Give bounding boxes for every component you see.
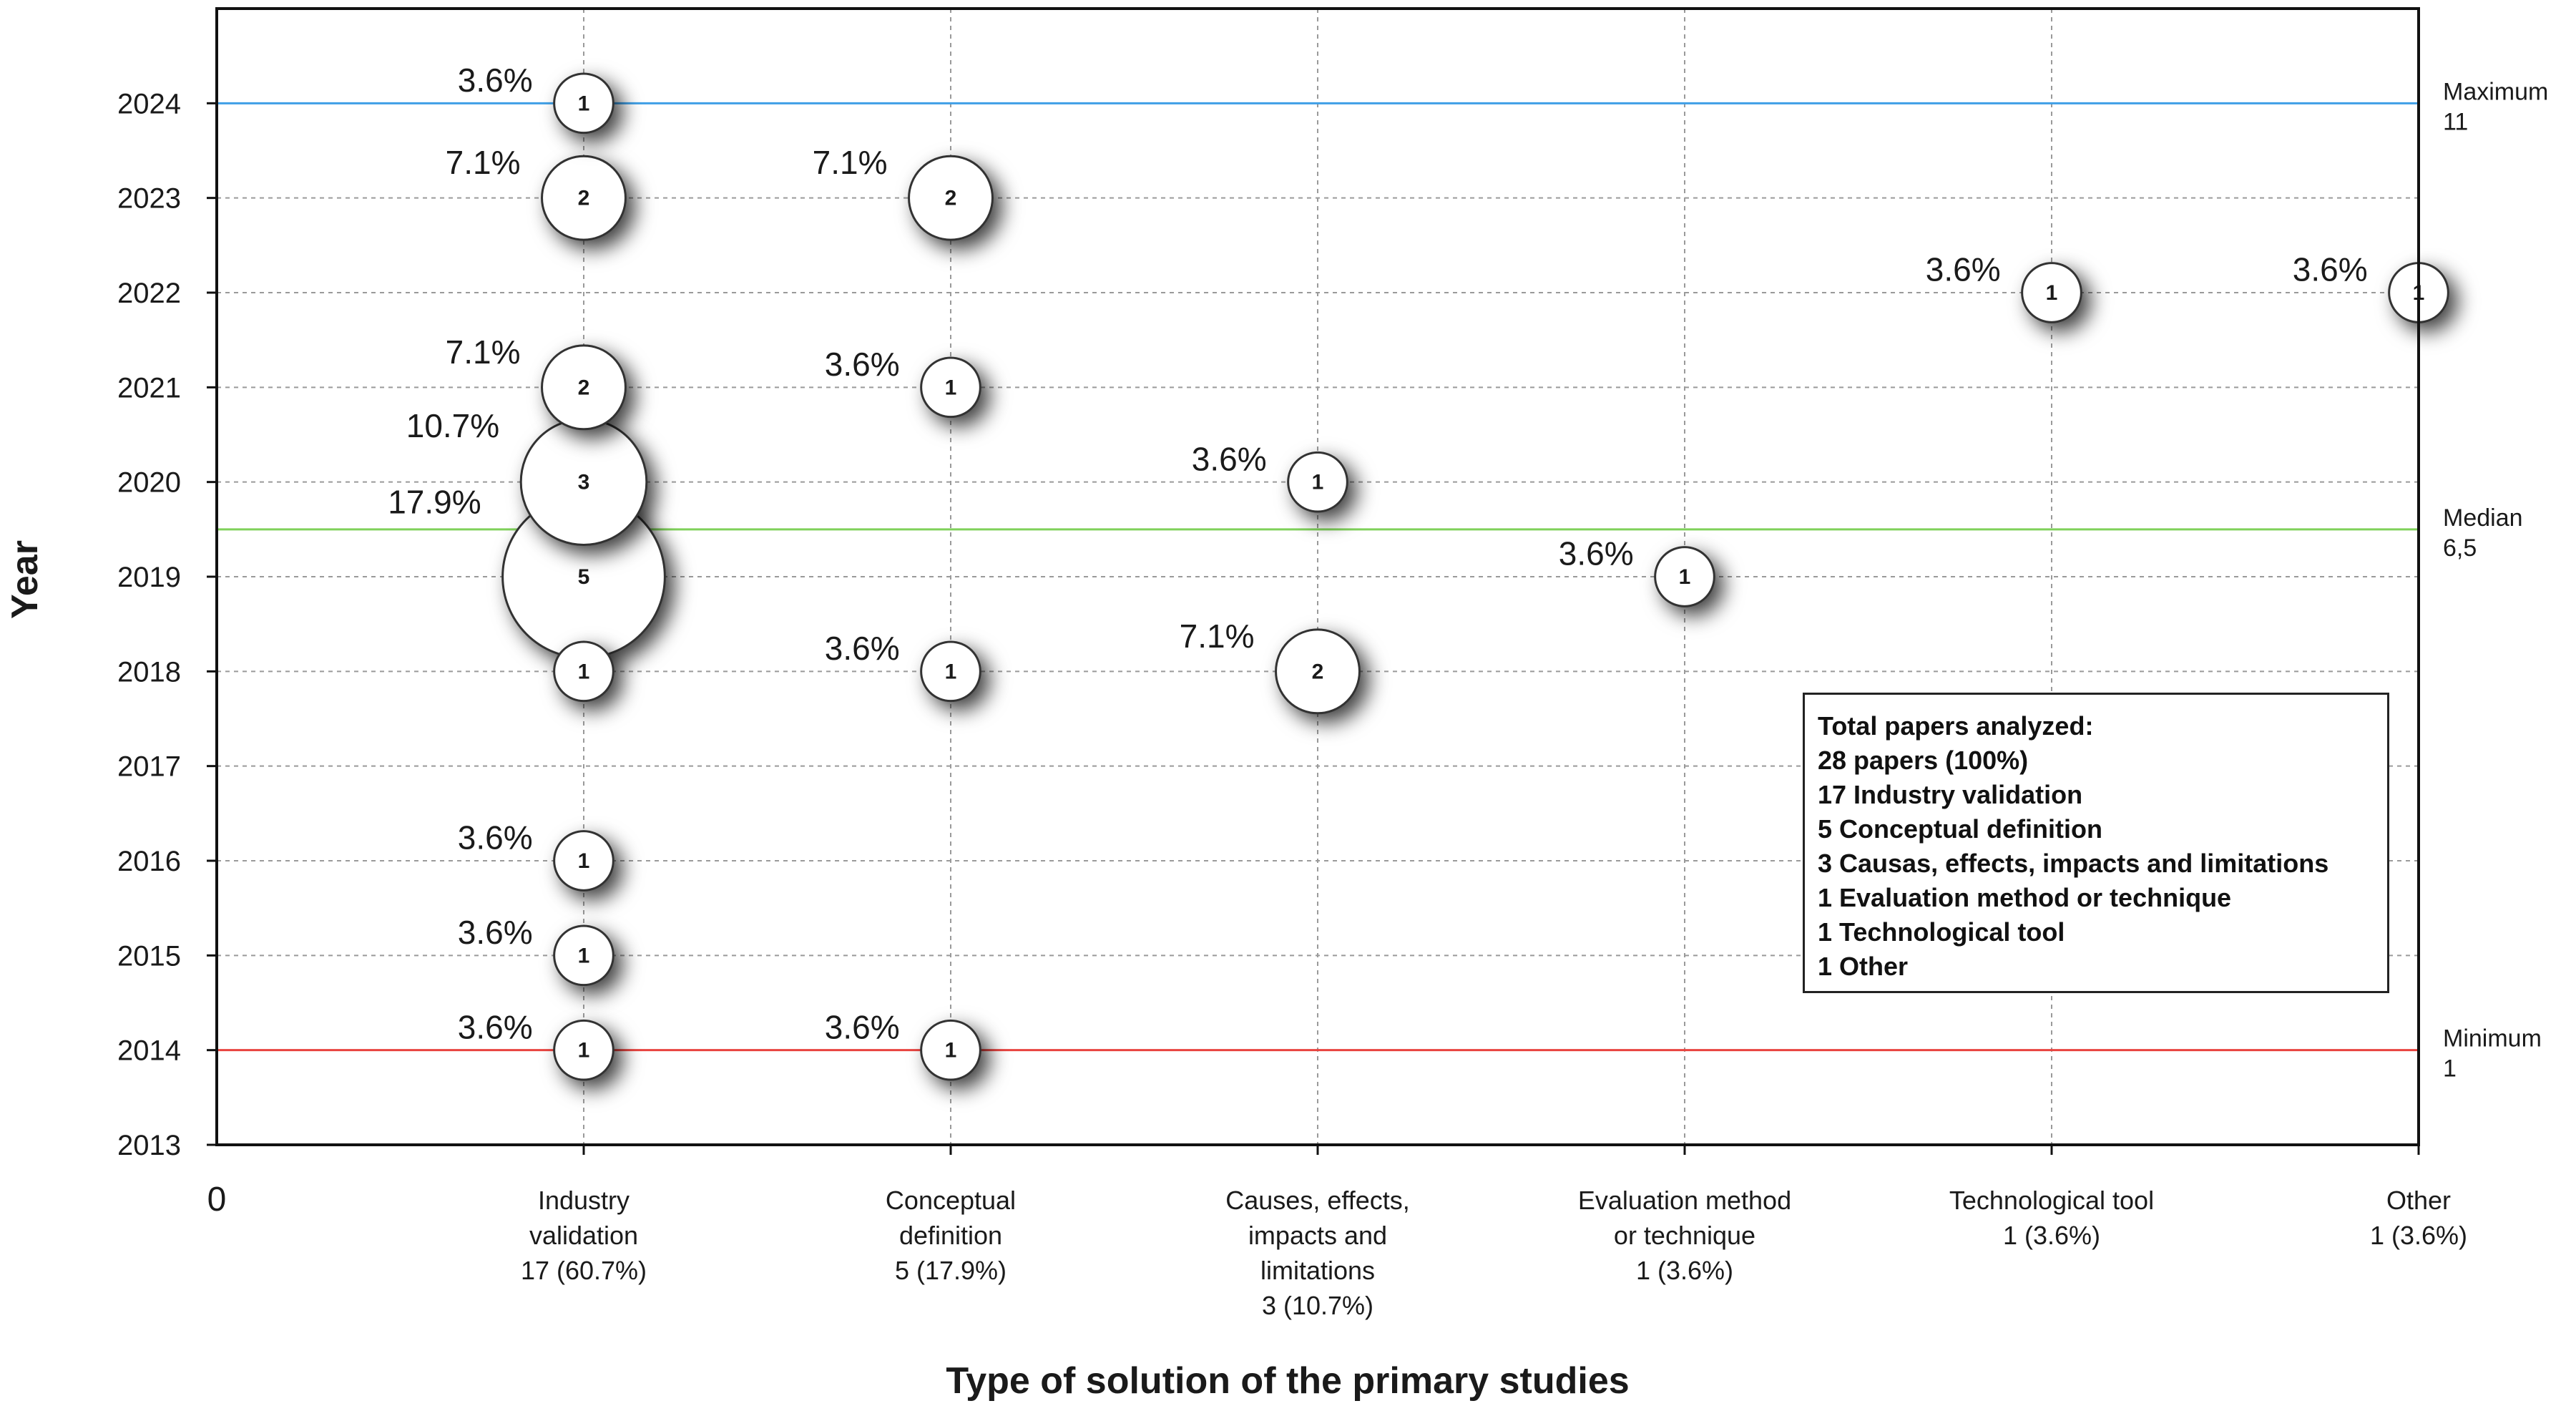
bubble [553,830,614,892]
y-tick-label: 2015 [117,940,181,972]
bubble-percent-label: 7.1% [1180,617,1255,655]
bubble [1275,628,1361,715]
bubble [1654,546,1715,607]
x-category-label: or technique [1614,1221,1755,1250]
y-axis-title: Year [4,540,46,619]
bubble-percent-label: 3.6% [458,914,533,951]
bubble-percent-label: 3.6% [1926,251,2001,288]
y-tick-label: 2022 [117,278,181,309]
bubble [553,640,614,703]
bubble-percent-label: 3.6% [458,62,533,99]
legend-line: 1 Other [1818,952,1909,981]
bubble-count-label: 1 [2046,281,2058,305]
legend-line: 5 Conceptual definition [1818,814,2103,844]
bubble-count-label: 1 [945,1039,957,1063]
x-category-label: 1 (3.6%) [2003,1221,2100,1250]
bubble [541,155,627,241]
bubble-count-label: 1 [1312,471,1324,494]
legend-line: 1 Technological tool [1818,917,2065,947]
y-tick-label: 2018 [117,656,181,688]
x-category-label: 1 (3.6%) [2370,1221,2467,1250]
bubble-percent-label: 3.6% [825,630,900,667]
x-category-label: validation [529,1221,638,1250]
bubble-percent-label: 10.7% [406,407,499,444]
y-tick-label: 2013 [117,1130,181,1161]
bubble-count-label: 1 [578,1039,590,1063]
y-tick-label: 2017 [117,751,181,783]
reference-line-name: Minimum [2443,1025,2542,1053]
bubble-count-label: 1 [578,944,590,967]
y-tick-label: 2020 [117,467,181,499]
reference-line-name: Maximum [2443,78,2548,105]
x-origin-label: 0 [207,1181,227,1219]
reference-line-value: 6,5 [2443,534,2477,562]
bubble-count-label: 2 [945,187,957,210]
y-tick-label: 2021 [117,372,181,404]
bubble-percent-label: 7.1% [446,144,521,181]
x-category-label: 5 (17.9%) [895,1256,1007,1285]
reference-line-name: Median [2443,504,2523,532]
x-category-label: Evaluation method [1578,1186,1791,1215]
bubble-count-label: 1 [578,849,590,873]
bubble-count-label: 1 [945,376,957,399]
legend-line: Total papers analyzed: [1818,711,2094,741]
x-category-label: Technological tool [1949,1186,2154,1215]
bubble-percent-label: 3.6% [1192,440,1267,477]
bubble-count-label: 1 [578,92,590,115]
x-category-label: Conceptual [886,1186,1016,1215]
bubble-count-label: 2 [578,187,590,210]
y-tick-label: 2014 [117,1035,181,1067]
bubble [920,356,981,419]
bubble-percent-label: 3.6% [2293,251,2368,288]
bubble [541,344,627,431]
bubble [2021,262,2082,323]
y-tick-label: 2024 [117,88,181,119]
x-category-label: Other [2386,1186,2451,1215]
x-category-label: 3 (10.7%) [1262,1291,1373,1320]
bubble-count-label: 1 [1679,565,1691,589]
bubble-count-label: 5 [578,565,590,589]
bubble-percent-label: 3.6% [458,819,533,856]
bubble [553,72,614,135]
bubble-percent-label: 7.1% [813,144,888,181]
x-category-label: impacts and [1248,1221,1387,1250]
x-category-label: definition [899,1221,1002,1250]
legend-line: 28 papers (100%) [1818,746,2029,775]
bubble-percent-label: 3.6% [1559,535,1634,572]
reference-line-value: 1 [2443,1055,2457,1083]
bubble [553,1019,614,1081]
x-category-label: 1 (3.6%) [1636,1256,1733,1285]
legend-line: 17 Industry validation [1818,780,2083,809]
x-category-label: Industry [538,1186,630,1215]
bubble [920,640,981,703]
summary-legend: Total papers analyzed: 28 papers (100%) … [1803,693,2389,993]
bubble-percent-label: 3.6% [825,346,900,383]
x-axis-title: Type of solution of the primary studies [946,1360,1629,1402]
y-tick-label: 2023 [117,183,181,215]
x-category-label: 17 (60.7%) [521,1256,647,1285]
bubble-percent-label: 3.6% [458,1008,533,1045]
bubble-percent-label: 3.6% [825,1008,900,1045]
bubble-count-label: 3 [578,471,590,494]
bubble [908,155,994,241]
bubble-count-label: 1 [945,660,957,683]
reference-line-value: 11 [2443,108,2468,135]
legend-line: 1 Evaluation method or technique [1818,883,2232,912]
bubble-percent-label: 7.1% [446,333,521,371]
legend-line: 3 Causas, effects, impacts and limitatio… [1818,849,2329,878]
bubble-count-label: 2 [1312,660,1324,683]
bubble-count-label: 2 [578,376,590,399]
y-tick-label: 2019 [117,562,181,593]
bubble [920,1019,981,1081]
x-category-label: Causes, effects, [1225,1186,1409,1215]
x-category-label: limitations [1260,1256,1375,1285]
plot-frame [215,7,2420,1146]
bubble [553,924,614,987]
bubble-count-label: 1 [578,660,590,683]
bubble-percent-label: 17.9% [388,484,481,521]
y-tick-label: 2016 [117,846,181,877]
bubble [1287,451,1348,513]
